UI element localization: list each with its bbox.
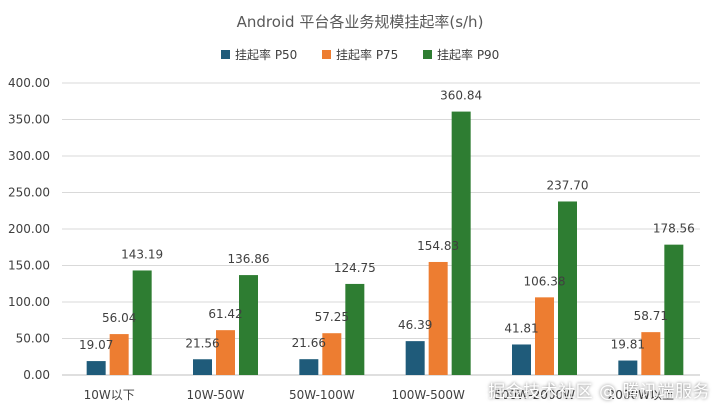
chart-title: Android 平台各业务规模挂起率(s/h) (237, 13, 484, 31)
data-label: 106.38 (524, 274, 566, 288)
x-category-label: 500W-2000W (494, 388, 575, 402)
data-label: 21.66 (292, 336, 326, 350)
y-tick-label: 300.00 (8, 149, 50, 163)
bar (299, 359, 319, 375)
bar (109, 334, 129, 375)
data-label: 57.25 (315, 310, 349, 324)
legend-label: 挂起率 P90 (437, 47, 499, 62)
y-tick-label: 200.00 (8, 222, 50, 236)
gridlines (62, 82, 700, 376)
data-label: 56.04 (102, 311, 136, 325)
bar (428, 261, 448, 375)
data-label: 143.19 (121, 247, 163, 261)
y-tick-label: 400.00 (8, 76, 50, 90)
y-tick-label: 50.00 (16, 332, 50, 346)
data-label: 21.56 (185, 336, 219, 350)
x-category-label: 50W-100W (289, 388, 355, 402)
data-label: 58.71 (634, 309, 668, 323)
x-category-label: 10W-50W (186, 388, 244, 402)
bar (239, 275, 258, 375)
y-tick-label: 350.00 (8, 113, 50, 127)
bar (322, 333, 342, 375)
x-axis: 10W以下 10W-50W 50W-100W 100W-500W 500W-2000W 2… (84, 388, 674, 402)
bar (512, 344, 531, 375)
data-label: 61.42 (208, 307, 242, 321)
legend-swatch (322, 50, 331, 59)
data-label: 178.56 (653, 222, 695, 236)
bar (345, 283, 365, 375)
bar (535, 297, 554, 375)
legend-swatch (221, 50, 230, 59)
bar (405, 341, 425, 375)
data-label: 154.83 (417, 239, 459, 253)
chart-legend: 挂起率 P50 挂起率 P75 挂起率 P90 (221, 47, 499, 62)
data-label: 136.86 (228, 252, 270, 266)
legend-swatch (423, 50, 432, 59)
bar (132, 270, 152, 375)
bar (216, 330, 235, 375)
y-axis: 0.00 50.00 100.00 150.00 200.00 250.00 300.00 3… (8, 76, 50, 382)
x-category-label: 2000W以上 (608, 388, 674, 402)
y-tick-label: 0.00 (23, 368, 50, 382)
data-label: 237.70 (547, 178, 589, 192)
data-label: 19.07 (79, 338, 113, 352)
bar (641, 332, 661, 375)
y-tick-label: 250.00 (8, 186, 50, 200)
data-label: 124.75 (334, 261, 376, 275)
bars (86, 111, 684, 376)
data-label: 19.81 (611, 338, 645, 352)
bar (664, 244, 684, 375)
data-label: 41.81 (504, 321, 538, 335)
legend-label: 挂起率 P75 (336, 47, 398, 62)
data-label: 360.84 (440, 89, 482, 103)
bar (618, 360, 638, 375)
bar (86, 361, 106, 375)
y-tick-label: 100.00 (8, 295, 50, 309)
watermark-text: 掘金技术社区 @ 腾讯端服务 (488, 382, 710, 402)
data-label: 46.39 (398, 318, 432, 332)
bar (558, 201, 577, 375)
x-category-label: 100W-500W (391, 388, 465, 402)
y-tick-label: 150.00 (8, 259, 50, 273)
bar (193, 359, 212, 375)
data-labels: 19.07 56.04 143.19 21.56 61.42 136.86 21.66 57.… (79, 89, 695, 352)
legend-label: 挂起率 P50 (235, 47, 297, 62)
x-category-label: 10W以下 (84, 388, 135, 402)
bar (451, 111, 471, 376)
